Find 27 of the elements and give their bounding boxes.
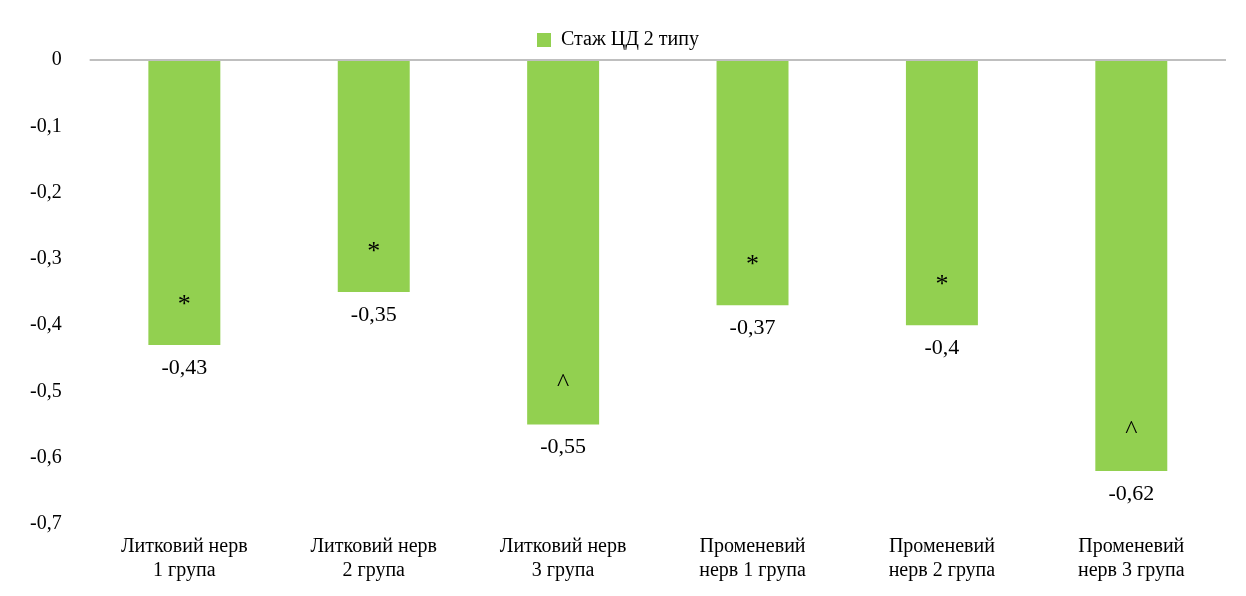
y-tick-label: -0,1 [29,113,62,136]
legend-label: Стаж ЦД 2 типу [561,27,700,51]
text: -0,62 [1108,479,1155,505]
x-tick-label: Литковий нерв 2 група [310,534,438,582]
annotation: * [746,249,760,279]
text: -0,55 [540,433,587,459]
y-tick-label: -0,7 [29,511,62,534]
x-tick-label: Променевий нерв 2 група [888,534,996,582]
x-tick-label: Променевий нерв 1 група [699,534,806,582]
x-tick-label: Литковий нерв 3 група [499,534,627,582]
annotation: * [177,288,191,318]
y-tick-label: -0,6 [29,444,62,467]
text: -0,43 [161,353,208,379]
annotation: * [935,268,949,298]
annotation: ^ [1125,414,1138,444]
text: -0,35 [350,300,397,326]
text: -0,4 [924,333,960,359]
x-tick-label: Литковий нерв 1 група [121,534,248,582]
y-tick-label: -0,5 [29,378,62,401]
y-tick-label: 0 [51,47,62,70]
annotation: * [367,235,381,265]
y-tick-label: -0,2 [29,179,62,202]
x-tick-label: Променевий нерв 3 група [1078,534,1185,582]
y-tick-label: -0,4 [29,312,62,335]
text: -0,37 [729,314,776,340]
annotation: ^ [557,368,570,398]
y-tick-label: -0,3 [29,246,62,269]
